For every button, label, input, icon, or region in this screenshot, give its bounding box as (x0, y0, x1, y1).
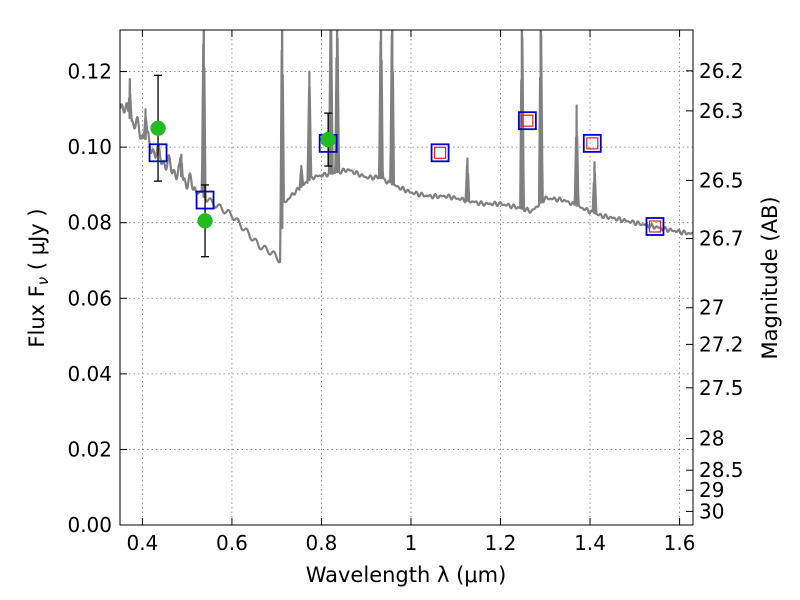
observed-flux-point (150, 120, 166, 136)
tick-marks (120, 30, 693, 526)
model-flux-square (430, 143, 450, 163)
y-axis-label-main: Flux F (25, 285, 49, 347)
right-tick-label: 27.2 (699, 332, 744, 356)
x-tick-label: 0.8 (306, 531, 338, 555)
right-tick-label: 27.5 (699, 376, 744, 400)
observed-flux-point (320, 131, 336, 148)
model-flux-square (517, 111, 537, 131)
y-tick-label: 0.08 (67, 211, 112, 235)
y-tick-label: 0.02 (67, 437, 112, 461)
y-axis-label-subscript: ν (34, 277, 52, 285)
x-tick-label: 1.6 (664, 531, 696, 555)
y-tick-label: 0.04 (67, 362, 112, 386)
plot-frame (119, 29, 694, 526)
model-flux-inner-square (521, 114, 534, 127)
y-tick-label: 0.06 (67, 286, 112, 310)
right-tick-label: 29 (699, 478, 724, 502)
right-tick-label: 27 (699, 296, 724, 320)
observed-flux-point (197, 213, 213, 229)
data-points-layer (148, 74, 665, 258)
x-tick-label: 0.6 (216, 531, 248, 555)
right-axis-label: Magnitude (AB) (758, 196, 782, 359)
model-flux-inner-square (433, 146, 447, 159)
x-axis-label: Wavelength λ (μm) (306, 563, 507, 587)
right-tick-label: 30 (699, 499, 724, 523)
right-tick-label: 28.5 (699, 458, 744, 482)
x-tick-label: 1.4 (574, 531, 606, 555)
y-tick-label: 0.10 (67, 135, 112, 159)
right-tick-label: 26.5 (699, 168, 744, 192)
model-flux-square (195, 190, 215, 210)
y-tick-label: 0.12 (67, 60, 112, 84)
right-tick-label: 26.7 (699, 227, 744, 251)
y-axis-label: Flux Fν ( μJy ) (25, 208, 52, 347)
model-flux-inner-square (586, 137, 599, 150)
y-tick-label: 0.00 (67, 513, 112, 537)
model-flux-square (645, 217, 665, 236)
y-axis-label-unit: ( μJy ) (25, 208, 49, 276)
model-flux-inner-square (648, 220, 662, 233)
x-tick-label: 1 (405, 531, 418, 555)
grid-lines (120, 30, 693, 525)
x-tick-label: 1.2 (485, 531, 517, 555)
right-tick-label: 28 (699, 426, 724, 450)
model-flux-square (582, 133, 602, 153)
model-flux-square (148, 143, 168, 163)
tick-labels: 0.4 0.6 0.8 1 1.2 1.4 1.6 0.00 0.02 0.04 0.06 0.08 0… (67, 59, 743, 555)
right-tick-label: 26.2 (699, 59, 744, 83)
right-tick-label: 26.3 (699, 99, 744, 123)
x-tick-label: 0.4 (126, 531, 158, 555)
